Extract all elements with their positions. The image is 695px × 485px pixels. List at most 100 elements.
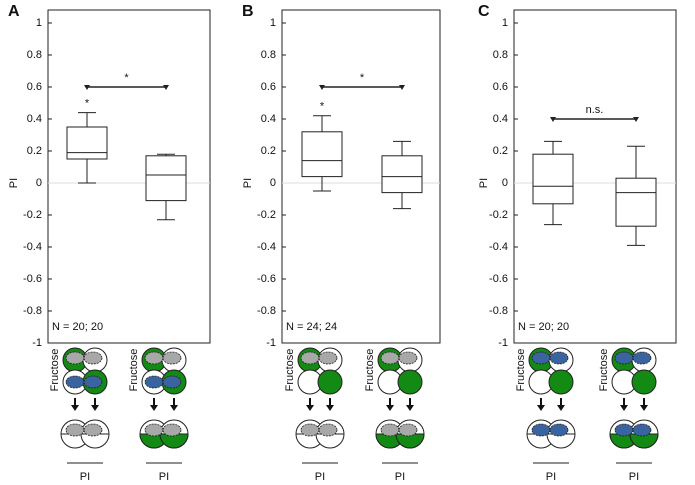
blob xyxy=(83,351,103,365)
panel-label: C xyxy=(478,3,490,20)
y-tick-label: 0.6 xyxy=(27,81,42,93)
arrowhead xyxy=(640,405,648,411)
blob xyxy=(65,423,85,437)
plot-frame xyxy=(281,9,441,344)
readout-label: PI xyxy=(629,471,639,483)
arena-half-green xyxy=(629,433,659,449)
bracket-end xyxy=(550,117,556,122)
y-tick-label: 0.6 xyxy=(261,81,276,93)
y-tick-label: -0.2 xyxy=(257,209,276,221)
box xyxy=(532,153,574,205)
blob xyxy=(549,351,569,365)
schematic: PI Fructose xyxy=(515,347,576,483)
arena-quadrant xyxy=(317,369,343,395)
blob xyxy=(531,351,551,365)
blob xyxy=(162,351,182,365)
bracket-label: * xyxy=(124,72,129,84)
y-tick-label: 1 xyxy=(502,17,508,29)
blob xyxy=(162,423,182,437)
bracket-end xyxy=(163,85,169,90)
y-tick-label: -0.6 xyxy=(257,273,276,285)
y-tick-label: -0.2 xyxy=(489,209,508,221)
stimulus-label: Fructose xyxy=(284,349,296,392)
blob xyxy=(398,423,418,437)
box-annotation: * xyxy=(85,98,90,110)
bracket-end xyxy=(319,85,325,90)
y-tick-label: 0.2 xyxy=(493,145,508,157)
y-tick-label: -1 xyxy=(266,337,276,349)
box xyxy=(615,177,657,227)
y-tick-label: 0.6 xyxy=(493,81,508,93)
blob xyxy=(144,351,164,365)
arrowhead xyxy=(537,405,545,411)
stimulus-label: Fructose xyxy=(598,349,610,392)
y-tick-label: 0.4 xyxy=(27,113,42,125)
blob xyxy=(318,351,338,365)
y-tick-label: -0.4 xyxy=(489,241,508,253)
blob xyxy=(300,423,320,437)
bracket-label: n.s. xyxy=(586,104,604,116)
arena-half-green xyxy=(395,433,425,449)
box xyxy=(66,126,108,160)
blob xyxy=(83,375,103,389)
schematic: PI Fructose xyxy=(364,347,425,483)
arena-quadrant xyxy=(397,369,423,395)
y-tick-label: -1 xyxy=(498,337,508,349)
arrowhead xyxy=(306,405,314,411)
y-axis-label: PI xyxy=(478,178,490,188)
blob xyxy=(318,423,338,437)
panel-label: B xyxy=(242,3,254,20)
stimulus-label: Fructose xyxy=(49,349,61,392)
y-axis-label: PI xyxy=(242,178,254,188)
y-tick-label: 1 xyxy=(270,17,276,29)
schematic: PI Fructose xyxy=(128,347,189,483)
arena-half-green xyxy=(159,433,189,449)
blob xyxy=(65,351,85,365)
stimulus-label: Fructose xyxy=(364,349,376,392)
arrowhead xyxy=(91,405,99,411)
arrowhead xyxy=(386,405,394,411)
arrowhead xyxy=(406,405,414,411)
panel-label: A xyxy=(8,3,20,20)
y-tick-label: -0.8 xyxy=(489,305,508,317)
y-tick-label: -0.8 xyxy=(23,305,42,317)
blob xyxy=(614,423,634,437)
schematic: PI Fructose xyxy=(284,347,345,483)
blob xyxy=(549,423,569,437)
y-tick-label: 0 xyxy=(36,177,42,189)
schematic: PI Fructose xyxy=(49,347,110,483)
plot-frame xyxy=(513,9,677,344)
y-tick-label: -0.6 xyxy=(489,273,508,285)
bracket-end xyxy=(84,85,90,90)
stimulus-label: Fructose xyxy=(515,349,527,392)
y-tick-label: 0.4 xyxy=(493,113,508,125)
readout-label: PI xyxy=(80,471,90,483)
arrowhead xyxy=(557,405,565,411)
arena-quadrant xyxy=(548,369,574,395)
blob xyxy=(300,351,320,365)
y-tick-label: 0.2 xyxy=(261,145,276,157)
blob xyxy=(162,375,182,389)
blob xyxy=(614,351,634,365)
y-tick-label: -0.6 xyxy=(23,273,42,285)
readout-label: PI xyxy=(315,471,325,483)
arrowhead xyxy=(620,405,628,411)
arrowhead xyxy=(150,405,158,411)
bracket-end xyxy=(633,117,639,122)
y-tick-label: 0 xyxy=(502,177,508,189)
box xyxy=(381,155,423,194)
stimulus-label: Fructose xyxy=(128,349,140,392)
plot-frame xyxy=(47,9,211,344)
blob xyxy=(380,423,400,437)
y-tick-label: 0.8 xyxy=(27,49,42,61)
bracket-label: * xyxy=(360,72,365,84)
arrowhead xyxy=(326,405,334,411)
blob xyxy=(531,423,551,437)
blob xyxy=(632,423,652,437)
y-tick-label: 0 xyxy=(270,177,276,189)
readout-label: PI xyxy=(159,471,169,483)
box-annotation: * xyxy=(320,101,325,113)
y-tick-label: 0.4 xyxy=(261,113,276,125)
blob xyxy=(83,423,103,437)
blob xyxy=(65,375,85,389)
